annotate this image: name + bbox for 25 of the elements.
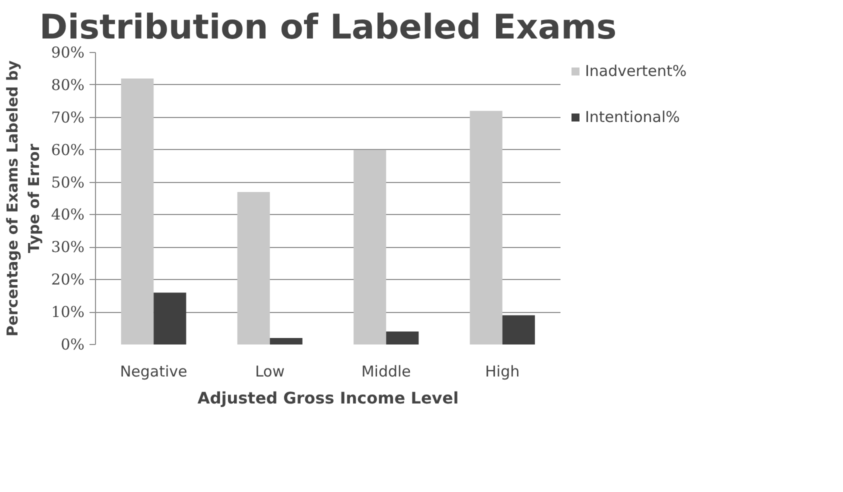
y-tick-label: 40% [51, 206, 85, 224]
y-tick-label: 70% [51, 108, 85, 126]
x-tick-label: Middle [361, 362, 411, 380]
bar [354, 150, 386, 344]
x-tick-label: Low [255, 362, 285, 380]
y-tick-label: 10% [51, 303, 85, 322]
y-tick-label: 30% [51, 238, 85, 256]
y-tick-label: 20% [51, 270, 85, 289]
y-tick-label: 80% [51, 76, 85, 94]
bar [237, 192, 270, 344]
x-tick-label: High [485, 362, 520, 380]
legend-label: Inadvertent% [585, 62, 687, 80]
bar [502, 315, 535, 344]
x-tick-label: Negative [120, 362, 188, 380]
bar [121, 78, 154, 344]
y-tick-label: 0% [60, 336, 84, 354]
bar [470, 110, 502, 344]
bar [386, 332, 419, 344]
x-axis-title: Adjusted Gross Income Level [197, 388, 459, 408]
bar [154, 292, 186, 344]
y-axis-title: Percentage of Exams Labeled by Type of Error [4, 60, 44, 336]
y-tick-label: 50% [51, 173, 85, 192]
bar [270, 338, 302, 344]
y-tick-label: 60% [51, 140, 85, 159]
legend-label: Intentional% [585, 108, 680, 126]
